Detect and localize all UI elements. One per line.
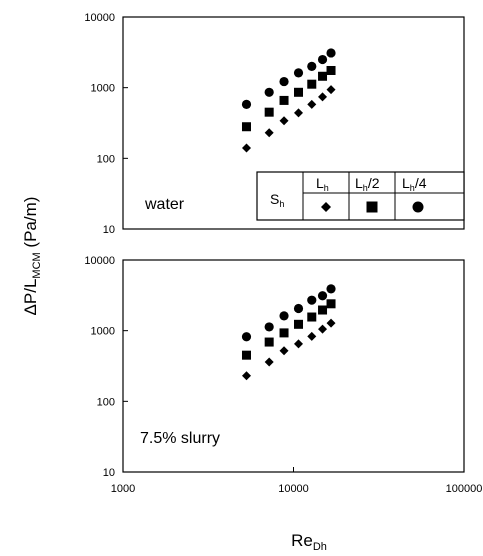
y-axis-label-subscript: MCM <box>31 252 43 278</box>
markers-top <box>241 48 336 153</box>
legend-col-header-lh2: Lh/2 <box>355 175 380 193</box>
y-ticks-top: 10 100 1000 10000 <box>84 12 128 236</box>
data-point-circle <box>279 76 289 87</box>
legend-col-main: L <box>355 175 363 191</box>
legend-col-header-lh4: Lh/4 <box>402 175 427 193</box>
data-point-circle <box>241 99 252 109</box>
data-point-square <box>279 328 289 338</box>
legend-table: Sh Lh Lh/2 Lh/4 <box>256 171 465 221</box>
y-tick-label: 10 <box>103 467 115 479</box>
x-tick-label: 1000 <box>111 483 135 495</box>
data-point-circle <box>264 322 274 332</box>
x-axis-label-main: Re <box>291 531 313 550</box>
y-tick-label: 10000 <box>84 255 115 267</box>
data-point-circle <box>307 295 317 305</box>
data-point-circle <box>293 303 304 314</box>
data-point-diamond <box>318 92 328 102</box>
annotation-slurry: 7.5% slurry <box>140 430 220 447</box>
x-axis-label: ReDh <box>291 531 327 553</box>
legend-col-subscript: h <box>324 183 329 193</box>
y-tick-label: 100 <box>97 153 115 165</box>
x-tick-label: 100000 <box>446 483 483 495</box>
data-point-diamond <box>241 371 251 381</box>
legend-marker-circle <box>412 201 424 213</box>
data-point-diamond <box>279 116 289 126</box>
legend-col-main: L <box>316 175 324 191</box>
data-point-diamond <box>326 318 336 328</box>
legend-col-suffix: /4 <box>415 175 427 191</box>
plot-panel-bottom: 10 100 1000 10000 1000 10000 100000 7.5% slur… <box>84 255 482 495</box>
data-point-diamond <box>241 143 251 153</box>
legend-col-suffix: /2 <box>368 175 380 191</box>
data-point-circle <box>317 291 328 301</box>
data-point-circle <box>317 54 328 65</box>
data-point-square <box>318 305 328 315</box>
data-point-square <box>279 95 289 105</box>
legend-col-main: L <box>402 175 410 191</box>
data-point-square <box>318 71 328 81</box>
data-point-square <box>294 319 304 329</box>
data-point-square <box>241 350 251 360</box>
data-point-diamond <box>294 108 304 118</box>
y-tick-label: 1000 <box>91 83 115 95</box>
data-point-circle <box>293 68 304 78</box>
data-point-diamond <box>318 324 328 334</box>
annotation-water: water <box>144 196 185 213</box>
legend-col-subscript: h <box>410 183 415 193</box>
data-point-square <box>241 122 251 132</box>
y-axis-label-main: ΔP/L <box>21 279 40 316</box>
x-ticks-bottom: 1000 10000 100000 <box>111 467 483 495</box>
data-point-circle <box>326 48 336 58</box>
legend-marker-square <box>366 201 378 213</box>
data-point-diamond <box>264 128 274 138</box>
data-point-square <box>307 312 317 322</box>
data-point-circle <box>307 61 317 71</box>
x-tick-label: 10000 <box>278 483 309 495</box>
legend-frame <box>256 171 465 221</box>
plot-panel-top: 10 100 1000 10000 water Sh Lh Lh/2 Lh/4 <box>84 12 465 236</box>
markers-bottom <box>241 284 336 381</box>
x-axis-label-subscript: Dh <box>313 541 327 553</box>
data-point-square <box>326 299 336 309</box>
legend-marker-diamond <box>321 202 331 212</box>
data-point-circle <box>326 284 336 294</box>
y-tick-label: 100 <box>97 396 115 408</box>
data-point-diamond <box>307 99 317 109</box>
y-tick-label: 10000 <box>84 12 115 24</box>
data-point-circle <box>279 311 289 321</box>
y-ticks-bottom: 10 100 1000 10000 <box>84 255 128 479</box>
legend-row-label: Sh <box>270 191 284 209</box>
data-point-circle <box>264 87 274 97</box>
data-point-square <box>264 107 274 117</box>
data-point-square <box>326 65 336 75</box>
y-axis-label: ΔP/LMCM (Pa/m) <box>21 197 43 316</box>
data-point-square <box>294 87 304 97</box>
data-point-diamond <box>279 346 289 356</box>
legend-col-subscript: h <box>363 183 368 193</box>
data-point-diamond <box>264 357 274 367</box>
y-axis-label-unit: (Pa/m) <box>21 197 40 253</box>
data-point-square <box>264 337 274 347</box>
plot-frame-top <box>122 16 465 230</box>
data-point-diamond <box>326 85 336 95</box>
data-point-diamond <box>307 331 317 341</box>
data-point-square <box>307 79 317 89</box>
y-tick-label: 10 <box>103 224 115 236</box>
data-point-diamond <box>294 339 304 349</box>
legend-row-label-main: S <box>270 191 279 207</box>
data-point-circle <box>241 332 252 342</box>
legend-col-header-lh: Lh <box>316 175 329 193</box>
legend-row-label-subscript: h <box>279 199 284 209</box>
y-tick-label: 1000 <box>91 326 115 338</box>
